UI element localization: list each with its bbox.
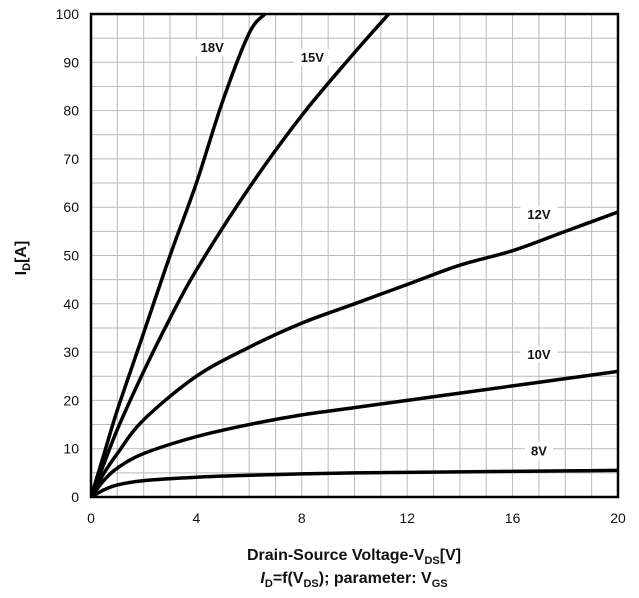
curve-vgs-18v <box>91 14 267 497</box>
x-tick-label: 0 <box>87 510 95 526</box>
y-tick-labels: 0 10 20 30 40 50 60 70 80 90 100 <box>56 6 80 505</box>
y-tick-label: 40 <box>63 296 79 312</box>
curve-label-10v: 10V <box>527 347 550 362</box>
y-tick-label: 100 <box>56 6 80 22</box>
curve-label-12v: 12V <box>527 207 550 222</box>
y-tick-label: 50 <box>63 248 79 264</box>
x-tick-label: 20 <box>610 510 626 526</box>
y-tick-label: 80 <box>63 103 79 119</box>
y-tick-label: 60 <box>63 199 79 215</box>
curve-label-18v: 18V <box>201 40 224 55</box>
curve-label-background <box>193 39 231 57</box>
curve-label-8v: 8V <box>531 444 547 459</box>
x-axis-title: Drain-Source Voltage-VDS[V] <box>247 547 461 567</box>
curve-vgs-8v <box>91 468 618 497</box>
curve-label-background <box>520 205 558 223</box>
y-tick-label: 20 <box>63 392 79 408</box>
curve-label-background <box>524 442 553 460</box>
grid <box>91 14 618 497</box>
x-tick-label: 12 <box>399 510 415 526</box>
y-tick-label: 0 <box>71 489 79 505</box>
curve-label-background <box>520 345 558 363</box>
y-tick-label: 30 <box>63 344 79 360</box>
curves <box>91 14 618 497</box>
curve-vgs-12v <box>91 210 618 497</box>
y-tick-label: 10 <box>63 441 79 457</box>
x-tick-label: 4 <box>193 510 201 526</box>
x-tick-label: 16 <box>505 510 521 526</box>
curve-label-background <box>293 48 331 66</box>
y-axis-title: ID[A] <box>13 241 33 276</box>
x-tick-label: 8 <box>298 510 306 526</box>
curve-vgs-15v <box>91 14 391 497</box>
y-tick-label: 70 <box>63 151 79 167</box>
curve-labels: 18V 15V 12V 10V 8V <box>193 39 558 460</box>
x-tick-labels: 0 4 8 12 16 20 <box>87 510 626 526</box>
plot-frame <box>89 12 620 499</box>
curve-vgs-10v <box>91 369 618 497</box>
curve-label-15v: 15V <box>301 50 324 65</box>
y-tick-label: 90 <box>63 54 79 70</box>
chart-caption: ID=f(VDS); parameter: VGS <box>260 570 447 590</box>
